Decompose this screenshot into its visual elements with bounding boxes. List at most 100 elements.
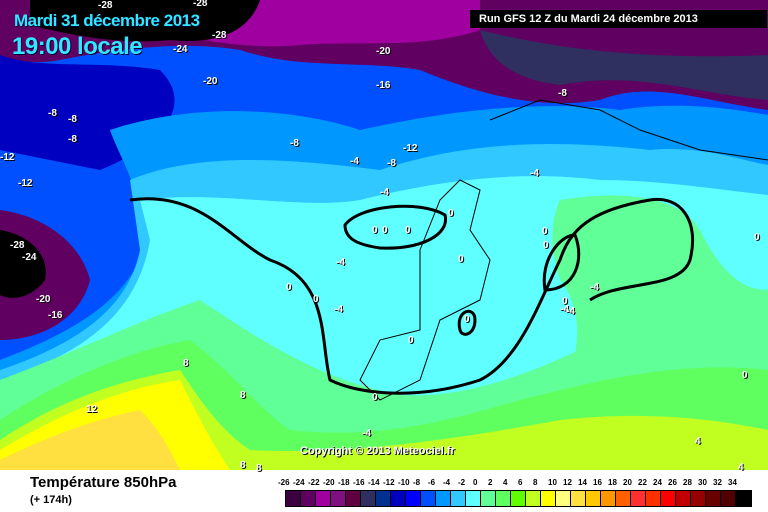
legend-swatch — [586, 491, 601, 506]
legend-swatch — [286, 491, 301, 506]
contour-label: -20 — [36, 294, 51, 305]
legend-tick-label: -14 — [368, 478, 380, 487]
legend-swatch — [361, 491, 376, 506]
contour-label: -16 — [376, 80, 391, 91]
contour-label: -12 — [0, 152, 15, 163]
contour-label: -4 — [350, 156, 359, 167]
legend-tick-label: -18 — [338, 478, 350, 487]
legend-tick-label: 14 — [578, 478, 587, 487]
contour-label: -24 — [173, 44, 188, 55]
contour-label: 0 — [542, 226, 548, 237]
contour-label: -4 — [336, 257, 345, 268]
legend-swatch — [541, 491, 556, 506]
contour-label: 0 — [464, 314, 470, 325]
copyright: Copyright © 2013 Meteociel.fr — [300, 445, 455, 457]
legend-tick-label: 12 — [563, 478, 572, 487]
contour-label: 0 — [405, 225, 411, 236]
legend-tick-label: 24 — [653, 478, 662, 487]
contour-label: 0 — [286, 282, 292, 293]
lead-time: (+ 174h) — [30, 494, 72, 506]
legend-ticks: -26 -24 -22 -20 -18 -16 -14 -12 -10 -8 -6 -4 -2 0 2 4 6 8… — [278, 478, 743, 487]
contour-label: -8 — [558, 88, 567, 99]
legend-swatch — [376, 491, 391, 506]
contour-label: -4 — [590, 282, 599, 293]
legend-tick-label: 32 — [713, 478, 722, 487]
contour-label: -20 — [203, 76, 218, 87]
contour-label: -4 — [566, 306, 575, 317]
contour-label: -16 — [48, 310, 63, 321]
legend-swatch — [601, 491, 616, 506]
legend-tick-label: 28 — [683, 478, 692, 487]
legend-tick-label: 0 — [473, 478, 478, 487]
legend-tick-label: 22 — [638, 478, 647, 487]
legend-tick-label: 18 — [608, 478, 617, 487]
legend-swatch — [316, 491, 331, 506]
contour-label: 0 — [372, 392, 378, 403]
contour-label: -28 — [193, 0, 208, 9]
legend-swatch — [661, 491, 676, 506]
legend-swatch — [526, 491, 541, 506]
contour-label: 4 — [738, 462, 744, 473]
legend-swatch — [691, 491, 706, 506]
contour-label: 0 — [458, 254, 464, 265]
legend-swatch — [616, 491, 631, 506]
legend-swatch — [346, 491, 361, 506]
legend-tick-label: -26 — [278, 478, 290, 487]
run-info: Run GFS 12 Z du Mardi 24 décembre 2013 — [470, 10, 767, 28]
legend-swatch — [631, 491, 646, 506]
legend-tick-label: -8 — [413, 478, 421, 487]
contour-label: 0 — [562, 296, 568, 307]
legend-swatch — [556, 491, 571, 506]
contour-label: -12 — [18, 178, 33, 189]
contour-label: -4 — [362, 428, 371, 439]
legend-swatch — [406, 491, 421, 506]
legend-swatch — [421, 491, 436, 506]
contour-label: -8 — [68, 134, 77, 145]
legend-tick-label: -20 — [323, 478, 335, 487]
contour-label: -8 — [387, 158, 396, 169]
contour-label: 0 — [382, 225, 388, 236]
legend-swatch — [736, 491, 751, 506]
legend-swatch — [301, 491, 316, 506]
contour-label: 8 — [240, 460, 246, 471]
contour-label: -8 — [68, 114, 77, 125]
contour-label: -20 — [376, 46, 391, 57]
contour-label: 0 — [448, 208, 454, 219]
legend-tick-label: 8 — [533, 478, 538, 487]
contour-label: -8 — [48, 108, 57, 119]
contour-label: -4 — [380, 187, 389, 198]
contour-label: 0 — [742, 370, 748, 381]
legend-swatch — [676, 491, 691, 506]
legend-tick-label: -4 — [443, 478, 451, 487]
legend-tick-label: 10 — [548, 478, 557, 487]
contour-label: 0 — [372, 225, 378, 236]
contour-label: -4 — [560, 304, 569, 315]
variable-name: Température 850hPa — [30, 474, 177, 491]
legend-swatch — [331, 491, 346, 506]
contour-label: -28 — [212, 30, 227, 41]
legend-swatch — [511, 491, 526, 506]
legend-tick-label: 30 — [698, 478, 707, 487]
legend-swatch — [706, 491, 721, 506]
contour-label: 0 — [408, 335, 414, 346]
legend-swatch — [436, 491, 451, 506]
contour-label: -12 — [403, 143, 418, 154]
legend-tick-label: -12 — [383, 478, 395, 487]
legend-swatch — [646, 491, 661, 506]
contour-label: -28 — [10, 240, 25, 251]
contour-label: -4 — [334, 304, 343, 315]
contour-label: -28 — [98, 0, 113, 11]
contour-label: 12 — [86, 404, 98, 415]
legend-swatch — [721, 491, 736, 506]
contour-label: 0 — [313, 294, 319, 305]
legend-tick-label: -16 — [353, 478, 365, 487]
legend-swatch — [391, 491, 406, 506]
legend-tick-label: -24 — [293, 478, 305, 487]
legend-tick-label: 20 — [623, 478, 632, 487]
legend-tick-label: 16 — [593, 478, 602, 487]
contour-label: 8 — [256, 463, 262, 474]
legend-swatch — [571, 491, 586, 506]
contour-label: 4 — [695, 436, 701, 447]
legend-tick-label: -6 — [428, 478, 436, 487]
legend-tick-label: -2 — [458, 478, 466, 487]
